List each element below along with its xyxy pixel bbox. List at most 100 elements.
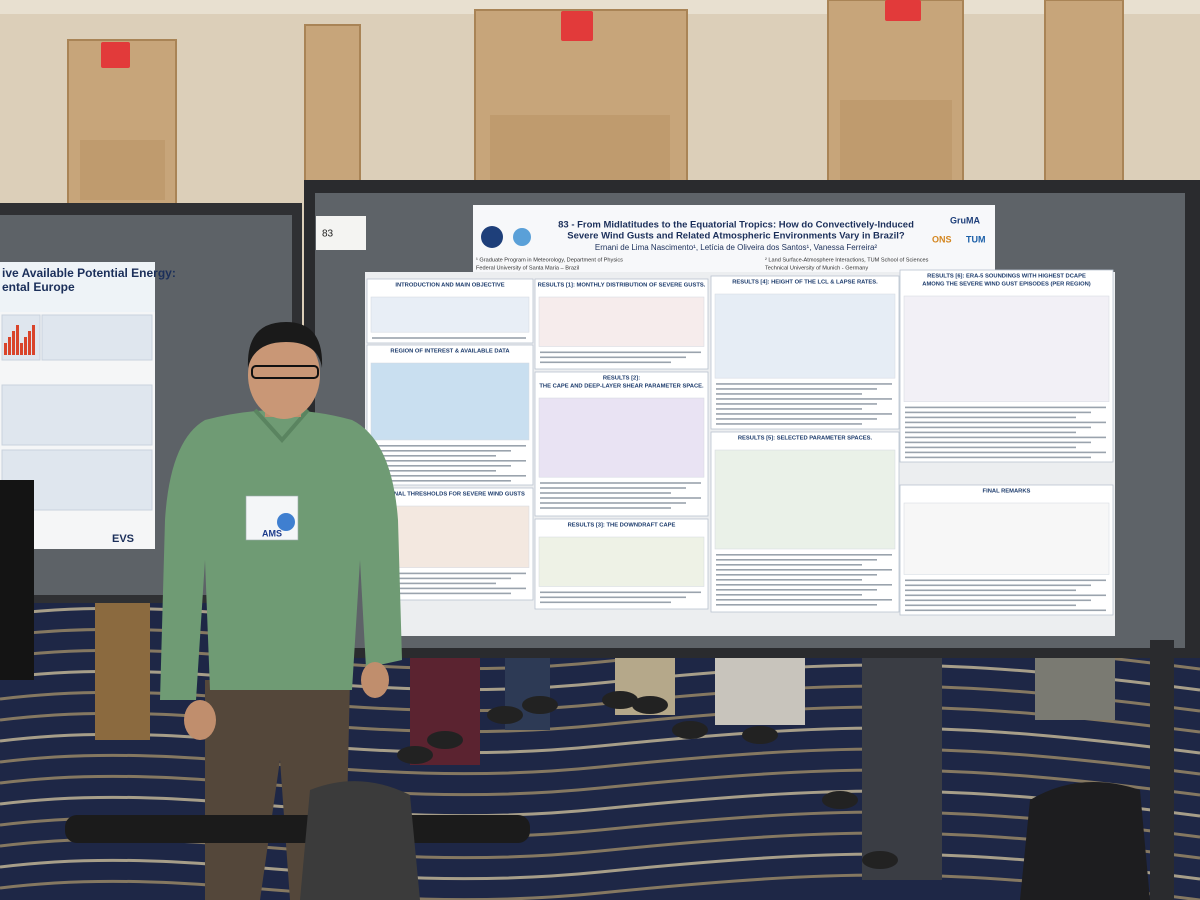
poster-title: 83 - From Midlatitudes to the Equatorial… bbox=[558, 220, 914, 231]
left-poster-logo: EVS bbox=[112, 533, 134, 545]
section-heading: INTRODUCTION AND MAIN OBJECTIVE bbox=[395, 283, 504, 289]
left-poster-title: ental Europe bbox=[2, 280, 75, 294]
section-text-line bbox=[372, 587, 526, 590]
left-poster-figure bbox=[41, 314, 153, 361]
section-heading: RESULTS [3]: THE DOWNDRAFT CAPE bbox=[568, 523, 676, 529]
section-text-line bbox=[540, 601, 671, 604]
section-text-line bbox=[540, 502, 686, 504]
section-heading: REGION OF INTEREST & AVAILABLE DATA bbox=[390, 349, 510, 355]
carpet-pattern bbox=[0, 852, 1200, 881]
section-text-line bbox=[716, 408, 862, 410]
section-text-line bbox=[905, 441, 1091, 444]
section-text-line bbox=[540, 492, 671, 494]
section-text-line bbox=[716, 604, 877, 606]
section-text-line bbox=[905, 589, 1076, 592]
section-text-line bbox=[716, 393, 862, 395]
poster-header bbox=[473, 205, 995, 275]
section-text-line bbox=[905, 421, 1106, 424]
section-text-line bbox=[716, 403, 877, 405]
section-text-line bbox=[716, 589, 877, 591]
section-text-line bbox=[540, 356, 686, 359]
person-collar bbox=[253, 408, 310, 444]
shoe bbox=[522, 696, 558, 714]
section-text-line bbox=[716, 398, 892, 400]
section-text-line bbox=[372, 465, 511, 467]
section-text-line bbox=[716, 554, 892, 556]
visitor-legs bbox=[95, 600, 150, 740]
wood-panel bbox=[304, 24, 361, 204]
section-figure bbox=[903, 502, 1110, 575]
backpack bbox=[1020, 782, 1150, 900]
section-figure bbox=[370, 362, 530, 441]
shoe bbox=[632, 696, 668, 714]
carpet-pattern bbox=[0, 747, 1200, 776]
section-text-line bbox=[540, 507, 671, 509]
exit-sign bbox=[101, 42, 130, 68]
section-text-line bbox=[372, 337, 526, 339]
section-text-line bbox=[540, 497, 701, 499]
board-post bbox=[1150, 640, 1174, 900]
person-shirt bbox=[160, 410, 402, 700]
poster-affiliation: Technical University of Munich - Germany bbox=[765, 265, 868, 271]
section-heading: RESULTS [5]: SELECTED PARAMETER SPACES. bbox=[738, 436, 873, 442]
section-text-line bbox=[716, 564, 862, 566]
section-figure bbox=[370, 296, 530, 333]
section-text-line bbox=[905, 416, 1076, 419]
section-text-line bbox=[372, 572, 526, 575]
section-text-line bbox=[716, 418, 877, 420]
shoe bbox=[397, 746, 433, 764]
section-text-line bbox=[905, 426, 1091, 429]
section-text-line bbox=[372, 582, 496, 585]
section-text-line bbox=[716, 423, 862, 425]
section-text-line bbox=[716, 559, 877, 561]
section-heading: RESULTS [1]: MONTHLY DISTRIBUTION OF SEV… bbox=[538, 283, 706, 289]
section-heading: THE CAPE AND DEEP-LAYER SHEAR PARAMETER … bbox=[539, 384, 704, 390]
section-figure bbox=[538, 397, 705, 478]
section-heading: RESULTS [6]: ERA-5 SOUNDINGS WITH HIGHES… bbox=[927, 274, 1086, 280]
section-text-line bbox=[372, 480, 511, 482]
left-poster-bar bbox=[16, 325, 19, 355]
left-poster-title: ive Available Potential Energy: bbox=[2, 266, 176, 280]
section-text-line bbox=[372, 475, 526, 477]
section-text-line bbox=[716, 413, 892, 415]
board-number-card bbox=[316, 216, 366, 250]
section-text-line bbox=[716, 599, 892, 601]
shoe bbox=[742, 726, 778, 744]
section-figure bbox=[538, 536, 705, 587]
section-heading: RESULTS [4]: HEIGHT OF THE LCL & LAPSE R… bbox=[732, 280, 878, 286]
section-text-line bbox=[905, 431, 1076, 434]
wood-inset bbox=[80, 140, 165, 200]
section-text-line bbox=[540, 361, 671, 364]
shoe bbox=[822, 791, 858, 809]
carpet-pattern bbox=[0, 873, 1200, 900]
section-text-line bbox=[372, 455, 496, 457]
shoe bbox=[672, 721, 708, 739]
section-text-line bbox=[905, 411, 1091, 414]
partner-logo: GruMA bbox=[950, 215, 980, 225]
section-text-line bbox=[716, 388, 877, 390]
section-text-line bbox=[905, 446, 1076, 449]
left-poster-bar bbox=[32, 325, 35, 355]
visitor-legs bbox=[862, 640, 942, 880]
section-text-line bbox=[716, 579, 862, 581]
backpack bbox=[300, 781, 420, 900]
shoe bbox=[487, 706, 523, 724]
person-hair bbox=[247, 322, 323, 368]
program-logo bbox=[513, 228, 531, 246]
section-text-line bbox=[905, 584, 1091, 587]
poster-authors: Ernani de Lima Nascimento¹, Letícia de O… bbox=[595, 243, 878, 252]
badge-label: AMS bbox=[262, 528, 282, 538]
person-hand bbox=[361, 662, 389, 698]
section-text-line bbox=[905, 599, 1091, 602]
left-poster-bar bbox=[20, 343, 23, 355]
left-poster-figure bbox=[1, 384, 153, 446]
section-text-line bbox=[905, 451, 1106, 454]
section-figure bbox=[714, 449, 896, 550]
partner-logo: TUM bbox=[966, 234, 986, 244]
person-face bbox=[248, 331, 320, 419]
section-heading: FINAL REMARKS bbox=[983, 489, 1031, 495]
section-text-line bbox=[540, 351, 701, 354]
section-text-line bbox=[372, 460, 526, 462]
poster-affiliation: ² Land Surface-Atmosphere Interactions, … bbox=[765, 257, 929, 263]
